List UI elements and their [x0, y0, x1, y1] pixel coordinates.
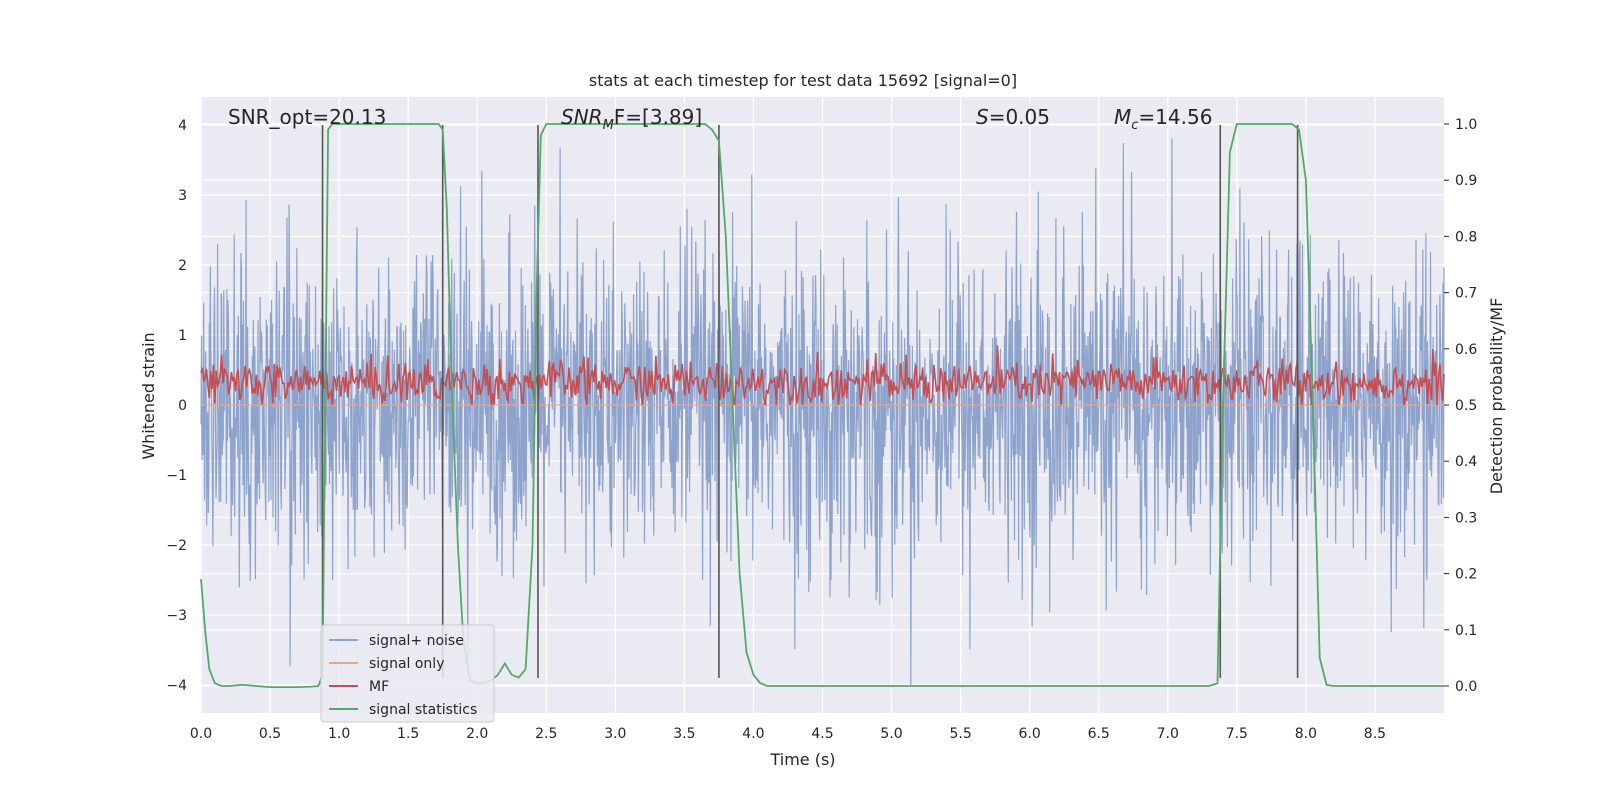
annotation-s-var: S	[976, 105, 989, 129]
x-tick-label: 1.5	[397, 726, 419, 742]
y-tick-label: 4	[178, 118, 187, 134]
x-axis-ticks: 0.0 0.5 1.0 1.5 2.0 2.5 3.0 3.5 4.0 4.5 5.0 5.5 6.0 6…	[190, 726, 1386, 742]
x-tick-label: 3.5	[673, 726, 695, 742]
y-tick-label: 3	[178, 188, 187, 204]
x-tick-label: 3.0	[604, 726, 626, 742]
y-tick-label: 2	[178, 258, 187, 274]
x-axis-label: Time (s)	[769, 750, 835, 769]
x-tick-label: 8.0	[1295, 726, 1317, 742]
x-tick-label: 2.0	[466, 726, 488, 742]
annotation-s: S=0.05	[976, 105, 1050, 129]
mf-series-line	[200, 345, 1445, 406]
x-tick-label: 6.0	[1019, 726, 1041, 742]
x-tick-label: 6.5	[1088, 726, 1110, 742]
y2-axis-ticks: 1.0 0.9 0.8 0.7 0.6 0.5 0.4 0.3 0.2 0.1 0.0	[1444, 117, 1477, 695]
noise-series-line	[200, 138, 1445, 686]
x-tick-label: 7.0	[1157, 726, 1179, 742]
y2-tick-label: 0.9	[1455, 173, 1477, 189]
annotation-snr-mf-tail: F=[3.89]	[614, 105, 702, 129]
y2-tick-label: 0.8	[1455, 229, 1477, 245]
chart-title: stats at each timestep for test data 156…	[589, 71, 1017, 90]
y-tick-label: −1	[166, 468, 187, 484]
y-tick-label: −4	[166, 678, 187, 694]
annotation-mc: Mc=14.56	[1114, 105, 1212, 133]
y2-tick-label: 0.4	[1455, 454, 1477, 470]
annotation-snr-mf-base: SNR	[561, 105, 603, 129]
legend: signal+ noise signal only MF signal statist…	[320, 624, 495, 723]
y2-tick-label: 0.0	[1455, 679, 1477, 695]
y-tick-label: 1	[178, 328, 187, 344]
y2-tick-label: 0.1	[1455, 623, 1477, 639]
legend-label: signal statistics	[369, 702, 477, 718]
y-axis-ticks: 4 3 2 1 0 −1 −2 −3 −4	[166, 118, 187, 694]
legend-label: signal only	[369, 656, 444, 672]
annotation-s-value: =0.05	[989, 105, 1050, 129]
annotation-snr-opt: SNR_opt=20.13	[228, 105, 386, 129]
legend-box	[320, 624, 495, 723]
annotation-mc-var: M	[1114, 105, 1131, 129]
legend-label: signal+ noise	[369, 633, 464, 649]
y2-tick-label: 0.6	[1455, 342, 1477, 358]
x-tick-label: 5.0	[880, 726, 902, 742]
y-tick-label: −3	[166, 608, 187, 624]
x-tick-label: 4.5	[811, 726, 833, 742]
y-tick-label: 0	[178, 398, 187, 414]
annotation-mc-value: =14.56	[1138, 105, 1212, 129]
annotation-snr-mf-sub: M	[603, 118, 614, 133]
x-tick-label: 1.0	[328, 726, 350, 742]
y2-tick-label: 0.3	[1455, 510, 1477, 526]
y2-tick-label: 0.5	[1455, 398, 1477, 414]
y2-tick-label: 1.0	[1455, 117, 1477, 133]
legend-label: MF	[369, 679, 389, 695]
y2-axis-label: Detection probability/MF	[1487, 298, 1506, 495]
annotation-mc-sub: c	[1131, 118, 1138, 133]
signal-statistics-series-line	[200, 123, 1444, 688]
x-tick-label: 4.0	[742, 726, 764, 742]
y-tick-label: −2	[166, 538, 187, 554]
annotation-snr-mf: SNRMF=[3.89]	[561, 105, 702, 133]
x-tick-label: 7.5	[1226, 726, 1248, 742]
x-tick-label: 5.5	[949, 726, 971, 742]
x-tick-label: 8.5	[1364, 726, 1386, 742]
y-axis-label: Whitened strain	[139, 332, 158, 459]
x-tick-label: 0.0	[190, 726, 212, 742]
x-tick-label: 0.5	[259, 726, 281, 742]
y2-tick-label: 0.2	[1455, 567, 1477, 583]
y2-tick-label: 0.7	[1455, 286, 1477, 302]
x-tick-label: 2.5	[535, 726, 557, 742]
